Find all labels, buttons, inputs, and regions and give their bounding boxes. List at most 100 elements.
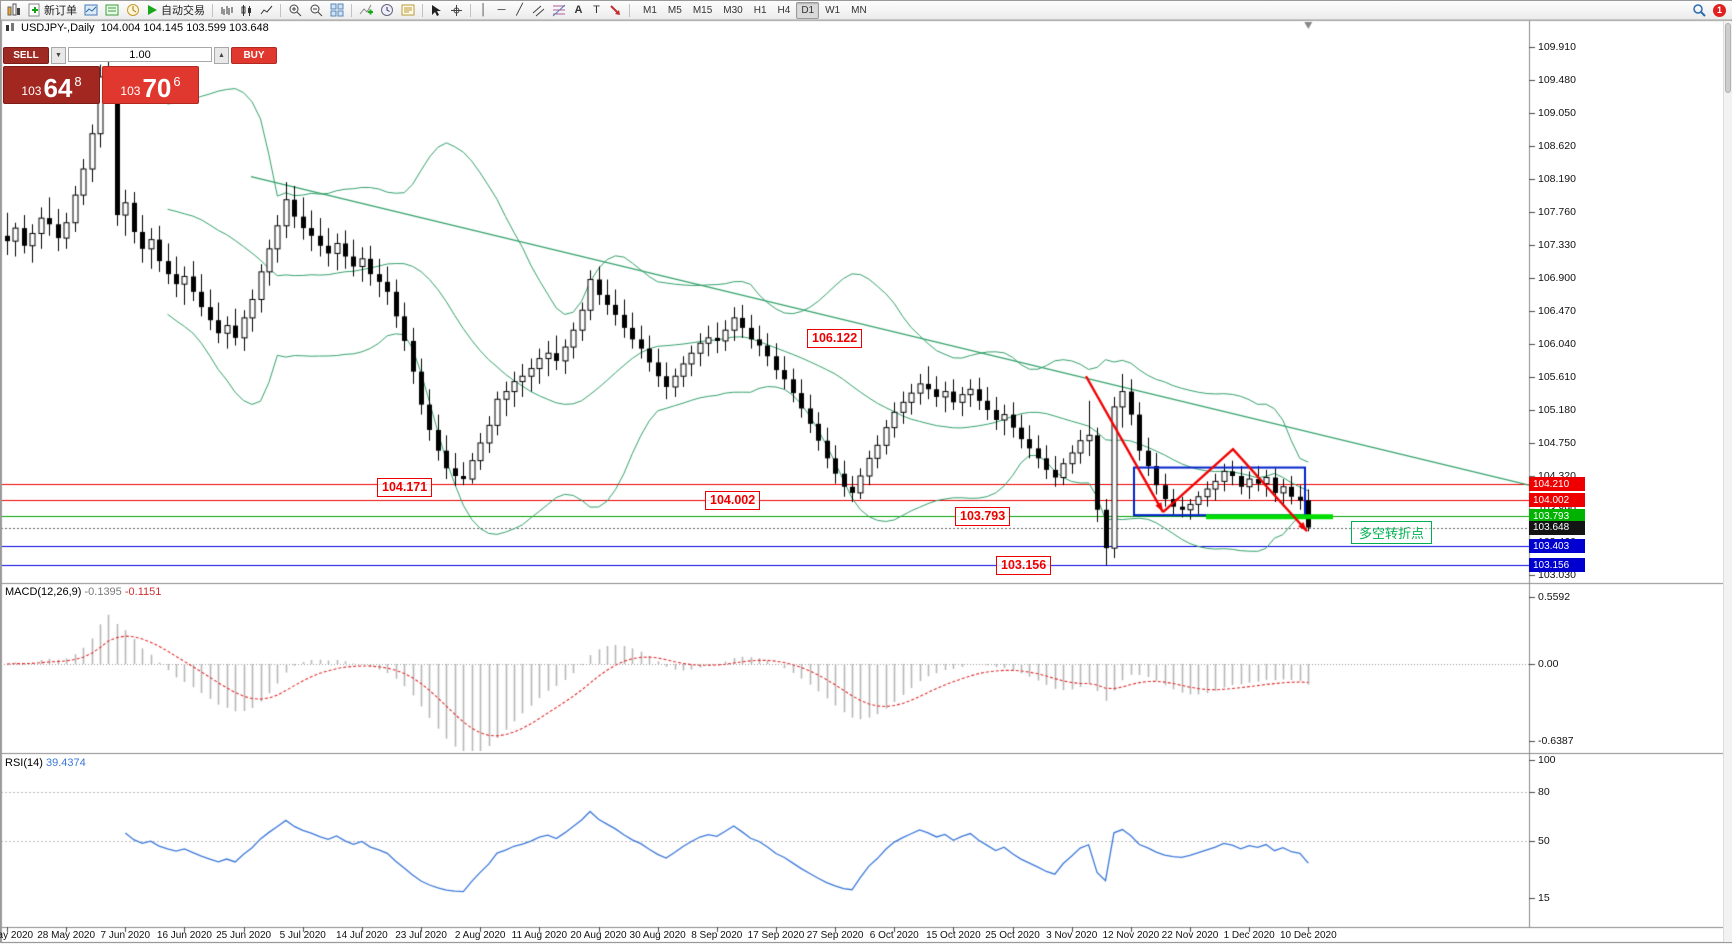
line-chart-button[interactable] <box>257 2 276 18</box>
price-scale-tick: 108.190 <box>1538 172 1576 185</box>
buy-price-button[interactable]: 103 70 6 <box>102 66 199 104</box>
timeframe-button-M30[interactable]: M30 <box>723 4 743 16</box>
data-window-icon[interactable] <box>102 2 122 18</box>
price-scale-tick: 107.330 <box>1538 238 1576 251</box>
price-scale-tick: 105.180 <box>1538 403 1576 416</box>
vertical-line-tool[interactable]: │ <box>480 3 487 16</box>
date-label: 8 Sep 2020 <box>691 930 743 941</box>
price-scale-tick: 106.900 <box>1538 271 1576 284</box>
date-label: 1 Dec 2020 <box>1223 930 1275 941</box>
timeframe-group: M1 M5 M15 M30 H1 H4 D1 W1 MN <box>638 1 872 19</box>
scrollbar-thumb[interactable] <box>1725 23 1731 93</box>
symbol-info: USDJPY-,Daily 104.004 104.145 103.599 10… <box>5 22 269 34</box>
symbol-chart-icon <box>6 23 14 31</box>
chart-price-label[interactable]: 104.171 <box>377 478 433 498</box>
chart-price-label[interactable]: 103.156 <box>996 556 1052 576</box>
sell-price-button[interactable]: 103 64 8 <box>3 66 100 104</box>
notification-badge[interactable]: 1 <box>1713 3 1726 17</box>
date-label: 23 Jul 2020 <box>395 930 447 941</box>
indicator-scale-tick: 80 <box>1538 786 1550 799</box>
search-icon[interactable] <box>1689 2 1709 18</box>
price-scale-tick: 106.470 <box>1538 304 1576 317</box>
zoom-in-button[interactable] <box>285 2 305 18</box>
indicator-scale-tick: 15 <box>1538 891 1550 904</box>
rsi-panel-title: RSI(14) 39.4374 <box>5 757 86 769</box>
timeframe-button-H4[interactable]: H4 <box>777 4 791 16</box>
horizontal-line-tool[interactable]: ─ <box>497 3 506 16</box>
new-order-label: 新订单 <box>44 5 77 17</box>
macd-signal-value: -0.1151 <box>124 586 162 598</box>
date-label: 25 Oct 2020 <box>985 930 1040 941</box>
periods-button[interactable] <box>377 2 397 18</box>
indicators-button[interactable] <box>356 2 376 18</box>
fibonacci-tool[interactable] <box>549 2 569 18</box>
templates-button[interactable] <box>398 2 418 18</box>
volume-down-button[interactable]: ▼ <box>51 47 66 64</box>
symbol-title: USDJPY-,Daily <box>21 22 95 34</box>
price-scale-tick: 107.760 <box>1538 205 1576 218</box>
price-tag: 103.403 <box>1529 539 1585 554</box>
trendline-tool[interactable]: ╱ <box>516 3 523 16</box>
auto-trading-label: 自动交易 <box>161 5 205 17</box>
channel-tool[interactable] <box>529 2 548 18</box>
label-tool[interactable]: T <box>593 3 600 16</box>
chart-price-label[interactable]: 104.002 <box>705 491 761 511</box>
price-tag: 104.002 <box>1529 493 1585 508</box>
tile-windows-icon[interactable] <box>327 2 347 18</box>
price-scale-tick: 106.040 <box>1538 337 1576 350</box>
date-label: 10 Dec 2020 <box>1279 930 1337 941</box>
timeframe-button-M5[interactable]: M5 <box>667 4 682 16</box>
rsi-value: 39.4374 <box>45 757 86 769</box>
sell-price-pip: 8 <box>74 74 82 89</box>
text-tool[interactable]: A <box>574 3 583 16</box>
market-watch-icon[interactable] <box>81 2 101 18</box>
rsi-label: RSI(14) <box>5 757 43 769</box>
date-label: 14 Jul 2020 <box>336 930 388 941</box>
arrow-objects-tool[interactable] <box>606 2 625 18</box>
price-tag: 103.648 <box>1529 520 1585 535</box>
timeframe-button-W1[interactable]: W1 <box>825 4 841 16</box>
indicator-scale-tick: 50 <box>1538 835 1550 847</box>
bar-chart-button[interactable] <box>217 2 236 18</box>
cursor-tool-button[interactable] <box>427 2 446 18</box>
toolbar: 新订单 自动交易 │ <box>1 1 1732 20</box>
date-label: 22 Nov 2020 <box>1161 930 1219 941</box>
candlestick-chart-button[interactable] <box>237 2 256 18</box>
indicator-scale-tick: -0.6387 <box>1538 734 1574 747</box>
crosshair-tool-button[interactable] <box>447 2 466 18</box>
timeframe-button-D1[interactable]: D1 <box>796 1 820 19</box>
sell-button[interactable]: SELL <box>3 47 49 64</box>
price-scale-tick: 108.620 <box>1538 139 1576 152</box>
timeframe-button-M1[interactable]: M1 <box>643 4 657 16</box>
volume-up-button[interactable]: ▲ <box>214 47 229 64</box>
vertical-scrollbar[interactable] <box>1723 21 1732 942</box>
price-scale-tick: 109.910 <box>1538 41 1576 53</box>
timeframe-button-M15[interactable]: M15 <box>692 4 713 16</box>
date-label: 2 Aug 2020 <box>454 930 506 941</box>
date-label: 17 Sep 2020 <box>747 930 805 941</box>
date-label: 20 Aug 2020 <box>570 930 627 941</box>
date-label: 27 Sep 2020 <box>806 930 864 941</box>
buy-button[interactable]: BUY <box>231 47 277 64</box>
volume-input[interactable] <box>68 47 212 62</box>
indicator-scale-tick: 0.5592 <box>1538 590 1571 603</box>
navigator-icon[interactable] <box>123 2 143 18</box>
date-label: 28 May 2020 <box>37 930 96 941</box>
new-order-button[interactable]: 新订单 <box>25 2 80 18</box>
price-scale-tick: 105.610 <box>1538 370 1576 383</box>
zoom-out-button[interactable] <box>306 2 326 18</box>
chart-window-icon[interactable] <box>4 2 24 18</box>
timeframe-button-H1[interactable]: H1 <box>753 4 767 16</box>
date-label: 11 Aug 2020 <box>511 930 568 941</box>
auto-trading-button[interactable]: 自动交易 <box>144 2 208 18</box>
date-label: 5 Jul 2020 <box>279 930 326 941</box>
date-label: 12 Nov 2020 <box>1102 930 1160 941</box>
timeframe-button-MN[interactable]: MN <box>851 4 867 16</box>
chart-price-label[interactable]: 106.122 <box>807 328 863 348</box>
annotation-label[interactable]: 多空转折点 <box>1351 521 1433 544</box>
chart-price-label[interactable]: 103.793 <box>955 507 1011 527</box>
buy-price-pip: 6 <box>173 74 181 89</box>
